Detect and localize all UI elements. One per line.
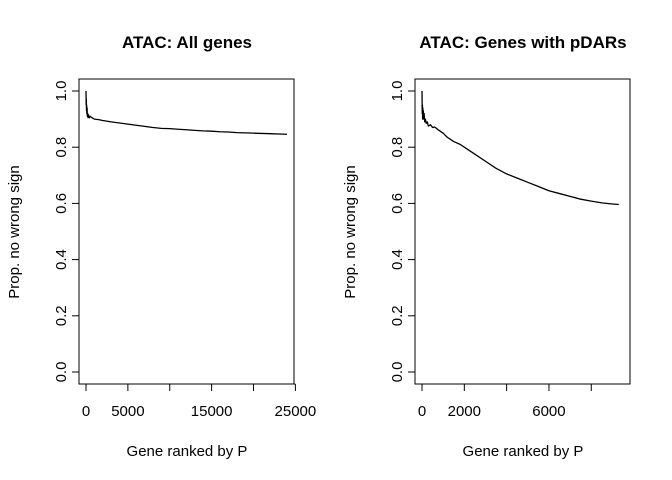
y-tick-label: 0.4 [389, 249, 406, 270]
y-axis-label: Prop. no wrong sign [6, 165, 23, 298]
series-line [421, 90, 619, 206]
chart-title: ATAC: Genes with pDARs [419, 33, 626, 52]
y-tick-label: 0.8 [53, 137, 70, 158]
series-group [421, 90, 619, 206]
y-axis: 0.0 0.2 0.4 0.6 0.8 1.0 [389, 81, 416, 383]
y-tick-label: 0.8 [389, 137, 406, 158]
y-axis: 0.0 0.2 0.4 0.6 0.8 1.0 [53, 81, 80, 383]
x-axis-label: Gene ranked by P [463, 443, 584, 460]
y-tick-label: 1.0 [53, 81, 70, 102]
plot-frame [414, 78, 631, 385]
x-axis-label: Gene ranked by P [127, 443, 248, 460]
x-tick-label: 5000 [111, 403, 144, 420]
x-tick-label: 2000 [448, 403, 481, 420]
x-axis: 0 5000 15000 25000 [82, 383, 317, 420]
panel-genes-with-pdars: ATAC: Genes with pDARs Gene ranked by P … [342, 33, 631, 460]
chart-title: ATAC: All genes [122, 33, 252, 52]
panel-all-genes: ATAC: All genes Gene ranked by P Prop. n… [6, 33, 316, 460]
y-tick-label: 0.0 [389, 362, 406, 383]
y-tick-label: 0.6 [53, 193, 70, 214]
y-tick-label: 0.2 [389, 305, 406, 326]
y-tick-label: 0.4 [53, 249, 70, 270]
y-tick-label: 1.0 [389, 81, 406, 102]
y-tick-label: 0.2 [53, 305, 70, 326]
x-tick-label: 0 [418, 403, 426, 420]
series-group [85, 90, 288, 135]
x-tick-label: 15000 [191, 403, 233, 420]
x-tick-label: 0 [82, 403, 90, 420]
series-line [85, 90, 288, 135]
y-tick-label: 0.6 [389, 193, 406, 214]
x-tick-label: 25000 [275, 403, 317, 420]
y-axis-label: Prop. no wrong sign [342, 165, 359, 298]
plot-frame [78, 78, 295, 385]
x-tick-label: 6000 [532, 403, 565, 420]
x-axis: 0 2000 6000 [418, 383, 592, 420]
y-tick-label: 0.0 [53, 362, 70, 383]
